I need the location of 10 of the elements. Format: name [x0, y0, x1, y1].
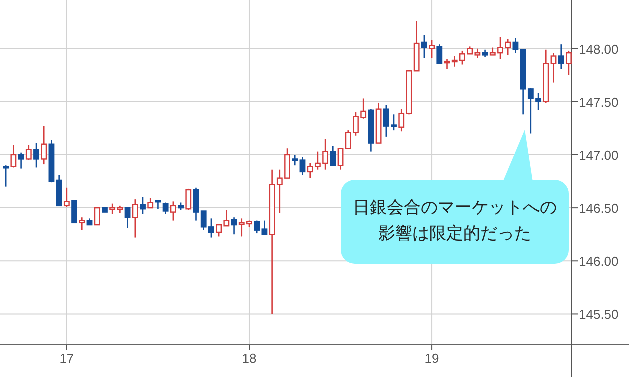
- annotation: 日銀会合のマーケットへの影響は限定的だった: [353, 198, 557, 243]
- xtick: 18: [242, 351, 257, 366]
- xtick: 19: [424, 351, 440, 366]
- ytick: 146.50: [579, 201, 619, 216]
- ytick: 146.00: [579, 254, 619, 270]
- ytick: 148.00: [579, 42, 619, 57]
- xtick: 17: [60, 351, 74, 366]
- ytick: 145.50: [579, 307, 619, 322]
- ytick: 147.50: [579, 94, 619, 110]
- ytick: 147.00: [579, 148, 619, 163]
